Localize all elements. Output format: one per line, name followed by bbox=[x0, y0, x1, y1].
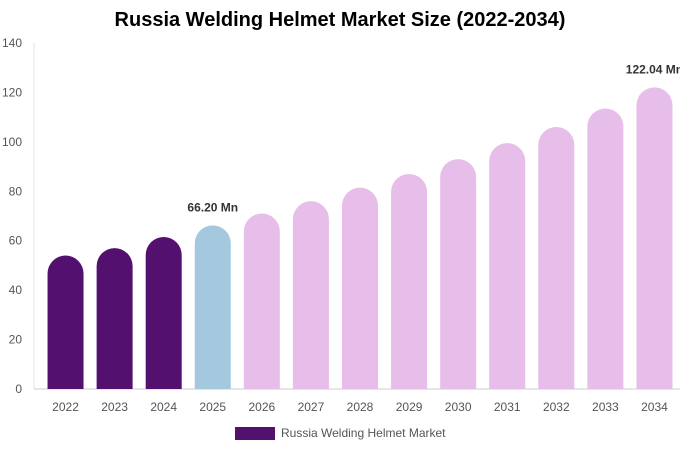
bar-2029[interactable] bbox=[391, 173, 428, 389]
y-tick-label: 140 bbox=[2, 36, 22, 50]
y-tick-label: 40 bbox=[9, 283, 23, 297]
chart-title: Russia Welding Helmet Market Size (2022-… bbox=[114, 9, 566, 31]
y-tick-label: 120 bbox=[2, 85, 22, 99]
data-labels: 66.20 Mn 122.04 Mn bbox=[187, 62, 680, 214]
x-tick-label: 2034 bbox=[641, 400, 668, 414]
x-axis: 2022 2023 2024 2025 2026 2027 2028 2029 2030 2031… bbox=[34, 388, 680, 414]
x-tick-label: 2031 bbox=[494, 400, 521, 414]
bar-2031[interactable] bbox=[489, 143, 526, 389]
bars bbox=[47, 87, 673, 390]
bar-2025[interactable] bbox=[194, 225, 231, 389]
x-tick-label: 2032 bbox=[543, 400, 570, 414]
y-tick-label: 20 bbox=[9, 333, 23, 347]
bar-2028[interactable] bbox=[342, 187, 378, 389]
x-tick-label: 2024 bbox=[150, 400, 177, 414]
bar-2027[interactable] bbox=[292, 201, 329, 389]
x-tick-label: 2026 bbox=[248, 400, 275, 414]
y-tick-label: 100 bbox=[2, 135, 22, 149]
bar-2033[interactable] bbox=[587, 108, 624, 389]
bar-2034[interactable] bbox=[636, 87, 673, 390]
bar-2030[interactable] bbox=[440, 159, 477, 389]
y-axis: 0 20 40 60 80 100 120 140 bbox=[2, 36, 35, 396]
legend-label: Russia Welding Helmet Market bbox=[281, 426, 446, 440]
x-tick-label: 2025 bbox=[199, 400, 226, 414]
x-tick-label: 2030 bbox=[445, 400, 472, 414]
x-tick-label: 2027 bbox=[298, 400, 325, 414]
legend[interactable]: Russia Welding Helmet Market bbox=[235, 426, 446, 440]
x-tick-label: 2033 bbox=[592, 400, 619, 414]
y-tick-label: 60 bbox=[9, 234, 23, 248]
y-tick-label: 80 bbox=[9, 184, 23, 198]
legend-swatch bbox=[235, 426, 275, 440]
x-tick-label: 2022 bbox=[52, 400, 79, 414]
bar-2023[interactable] bbox=[96, 248, 133, 389]
bar-2024[interactable] bbox=[145, 237, 182, 389]
x-tick-label: 2029 bbox=[396, 400, 423, 414]
bar-2022[interactable] bbox=[47, 255, 84, 389]
x-tick-label: 2028 bbox=[347, 400, 374, 414]
bar-2026[interactable] bbox=[243, 213, 280, 389]
x-tick-label: 2023 bbox=[101, 400, 128, 414]
y-tick-label: 0 bbox=[15, 382, 22, 396]
data-label: 66.20 Mn bbox=[187, 200, 238, 214]
data-label: 122.04 Mn bbox=[626, 62, 680, 76]
bar-2032[interactable] bbox=[538, 127, 575, 389]
